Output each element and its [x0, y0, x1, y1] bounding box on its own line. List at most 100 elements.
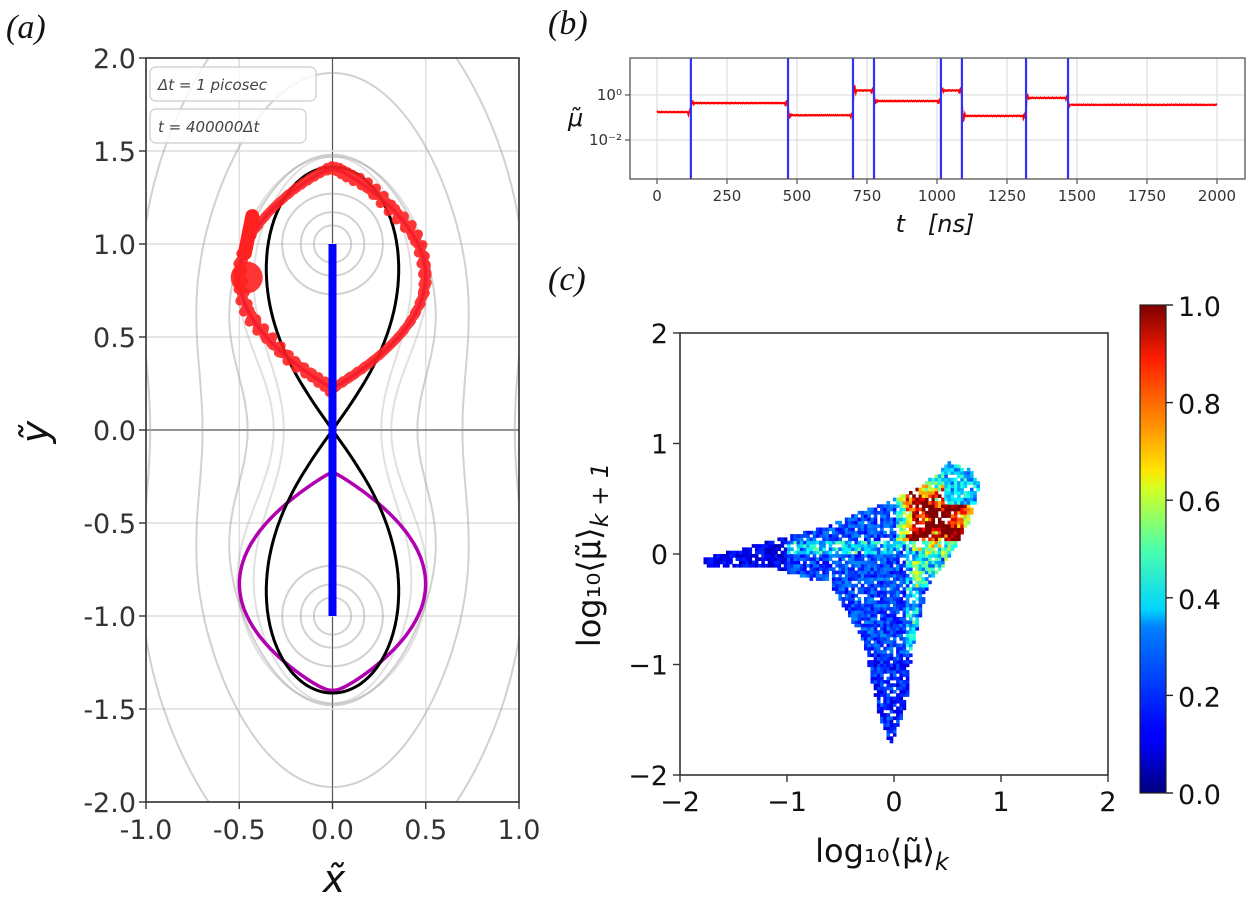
- heatmap-cell: [854, 514, 858, 518]
- heatmap-cell: [880, 554, 884, 558]
- heatmap-cell: [825, 550, 830, 555]
- heatmap-cell: [899, 540, 903, 545]
- heatmap-cell: [835, 570, 839, 575]
- heatmap-cell: [848, 520, 852, 525]
- heatmap-cell: [915, 487, 919, 492]
- heatmap-cell: [918, 527, 923, 532]
- heatmap-cell: [931, 510, 936, 515]
- heatmap-cell: [886, 623, 891, 628]
- heatmap-cell: [848, 583, 852, 588]
- heatmap-cell: [892, 623, 897, 628]
- heatmap-cell: [751, 554, 756, 558]
- heatmap-cell: [838, 563, 842, 568]
- heatmap-cell: [899, 706, 903, 711]
- heatmap-cell: [915, 613, 919, 618]
- heatmap-cell: [909, 537, 913, 542]
- heatmap-cell: [880, 613, 884, 618]
- heatmap-cell: [937, 507, 942, 512]
- heatmap-cell: [947, 524, 952, 528]
- heatmap-cell: [873, 666, 878, 671]
- heatmap-cell: [947, 494, 952, 498]
- heatmap-cell: [857, 534, 862, 538]
- heatmap-cell: [873, 683, 878, 687]
- heatmap-cell: [918, 550, 923, 555]
- heatmap-cell: [867, 660, 871, 664]
- heatmap-cell: [928, 487, 932, 492]
- heatmap-cell: [902, 643, 907, 648]
- heatmap-cell: [777, 567, 781, 571]
- heatmap-cell: [902, 544, 907, 548]
- heatmap-cell: [848, 600, 852, 605]
- heatmap-cell: [937, 563, 942, 568]
- heatmap-cell: [886, 723, 891, 727]
- heatmap-cell: [966, 467, 971, 472]
- panel-c-xlabel-main: log₁₀⟨μ̃⟩: [815, 832, 935, 870]
- panel-label-b: (b): [548, 5, 588, 42]
- heatmap-cell: [825, 557, 830, 561]
- heatmap-cell: [883, 507, 887, 512]
- heatmap-cell: [947, 514, 952, 518]
- heatmap-cell: [873, 517, 878, 522]
- heatmap-cell: [854, 557, 858, 561]
- heatmap-cell: [928, 507, 932, 512]
- heatmap-cell: [880, 593, 884, 598]
- heatmap-cell: [706, 560, 711, 565]
- heatmap-cell: [934, 510, 939, 515]
- heatmap-cell: [783, 554, 788, 558]
- heatmap-cell: [825, 560, 830, 565]
- heatmap-cell: [841, 524, 846, 528]
- heatmap-cell: [931, 520, 936, 525]
- heatmap-cell: [774, 557, 778, 561]
- heatmap-cell: [857, 540, 862, 545]
- heatmap-cell: [812, 534, 817, 538]
- annotation-t: t = 400000Δt: [158, 118, 261, 136]
- contour-pinched: [236, 155, 429, 705]
- heatmap-cell: [886, 666, 891, 671]
- heatmap-cell: [809, 544, 814, 548]
- y-tick-label: 0.0: [93, 416, 136, 447]
- heatmap-cell: [886, 693, 891, 697]
- heatmap-cell: [931, 540, 936, 545]
- heatmap-cell: [909, 501, 913, 505]
- heatmap-cell: [867, 587, 871, 591]
- colorbar-tick-label: 1.0: [1178, 292, 1221, 323]
- heatmap-cell: [748, 560, 753, 565]
- heatmap-cell: [783, 537, 788, 542]
- heatmap-cell: [960, 501, 964, 505]
- heatmap-cell: [915, 583, 919, 588]
- heatmap-cell: [876, 680, 881, 684]
- heatmap-cell: [899, 537, 903, 542]
- heatmap-cell: [841, 527, 846, 532]
- heatmap-cell: [754, 550, 759, 555]
- heatmap-cell: [880, 683, 884, 687]
- heatmap-cell: [703, 560, 708, 565]
- heatmap-cell: [854, 583, 858, 588]
- heatmap-cell: [864, 577, 868, 581]
- heatmap-cell: [902, 494, 907, 498]
- heatmap-cell: [873, 530, 878, 535]
- heatmap-cell: [886, 540, 891, 545]
- heatmap-cell: [912, 537, 916, 542]
- heatmap-cell: [889, 703, 894, 707]
- heatmap-cell: [896, 699, 900, 704]
- heatmap-cell: [812, 547, 817, 552]
- heatmap-cell: [950, 504, 955, 508]
- heatmap-cell: [864, 524, 868, 528]
- heatmap-cell: [953, 484, 958, 489]
- heatmap-cell: [918, 520, 923, 525]
- heatmap-cell: [928, 527, 932, 532]
- heatmap-cell: [860, 603, 865, 608]
- heatmap-cell: [857, 570, 862, 575]
- heatmap-cell: [822, 560, 826, 565]
- heatmap-cell: [870, 643, 875, 648]
- heatmap-cell: [870, 557, 875, 561]
- heatmap-cell: [864, 573, 868, 578]
- heatmap-cell: [896, 696, 900, 701]
- heatmap-cell: [886, 683, 891, 687]
- heatmap-cell: [806, 573, 810, 578]
- heatmap-cell: [921, 567, 926, 571]
- heatmap-cell: [944, 477, 948, 482]
- heatmap-cell: [896, 709, 900, 714]
- heatmap-cell: [754, 544, 759, 548]
- heatmap-cell: [844, 563, 849, 568]
